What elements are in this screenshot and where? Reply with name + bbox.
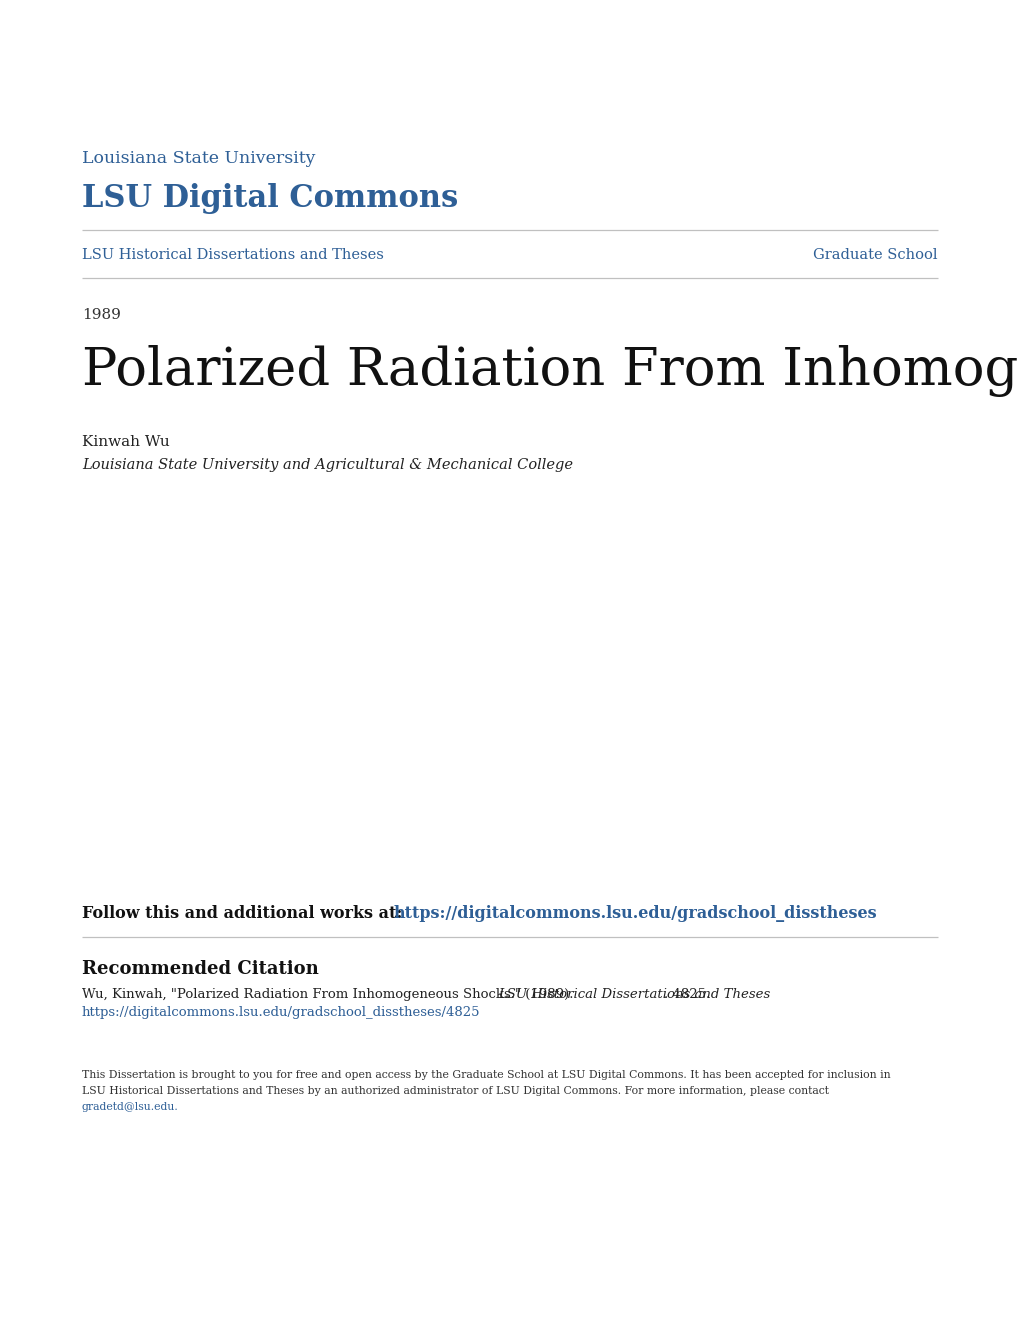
Text: LSU Historical Dissertations and Theses by an authorized administrator of LSU Di: LSU Historical Dissertations and Theses … (82, 1086, 828, 1096)
Text: Graduate School: Graduate School (813, 248, 937, 261)
Text: Louisiana State University: Louisiana State University (82, 150, 315, 168)
Text: LSU Digital Commons: LSU Digital Commons (82, 183, 458, 214)
Text: LSU Historical Dissertations and Theses: LSU Historical Dissertations and Theses (497, 987, 769, 1001)
Text: 1989: 1989 (82, 308, 121, 322)
Text: LSU Historical Dissertations and Theses: LSU Historical Dissertations and Theses (82, 248, 383, 261)
Text: Kinwah Wu: Kinwah Wu (82, 436, 169, 449)
Text: Recommended Citation: Recommended Citation (82, 960, 319, 978)
Text: Wu, Kinwah, "Polarized Radiation From Inhomogeneous Shocks." (1989).: Wu, Kinwah, "Polarized Radiation From In… (82, 987, 577, 1001)
Text: https://digitalcommons.lsu.edu/gradschool_disstheses/4825: https://digitalcommons.lsu.edu/gradschoo… (82, 1006, 480, 1019)
Text: Follow this and additional works at:: Follow this and additional works at: (82, 906, 408, 921)
Text: This Dissertation is brought to you for free and open access by the Graduate Sch: This Dissertation is brought to you for … (82, 1071, 890, 1080)
Text: gradetd@lsu.edu.: gradetd@lsu.edu. (82, 1102, 178, 1111)
Text: Polarized Radiation From Inhomogeneous Shocks.: Polarized Radiation From Inhomogeneous S… (82, 345, 1019, 397)
Text: . 4825.: . 4825. (663, 987, 709, 1001)
Text: https://digitalcommons.lsu.edu/gradschool_disstheses: https://digitalcommons.lsu.edu/gradschoo… (393, 906, 876, 921)
Text: Louisiana State University and Agricultural & Mechanical College: Louisiana State University and Agricultu… (82, 458, 573, 473)
